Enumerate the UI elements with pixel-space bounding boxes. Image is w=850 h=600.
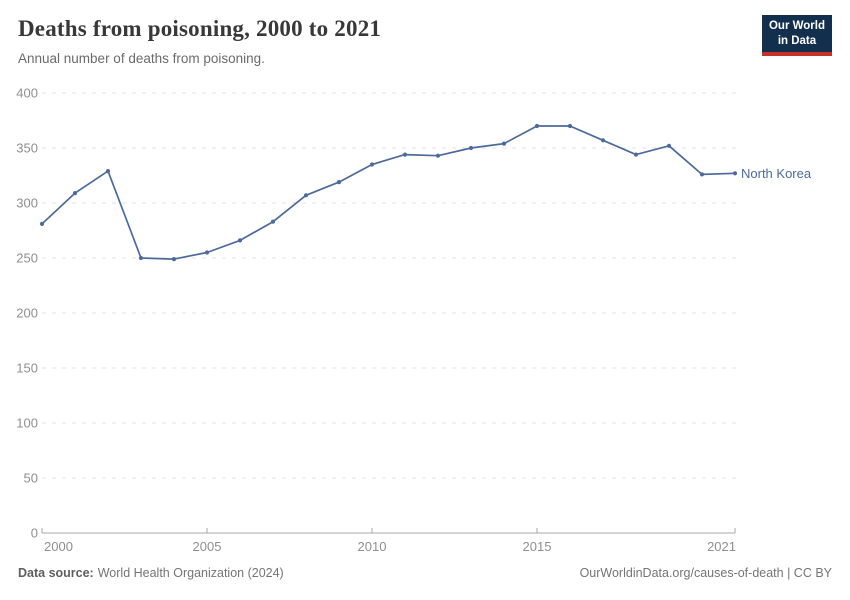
x-axis-label: 2005 (193, 539, 222, 554)
data-point-2003 (138, 255, 144, 261)
y-axis-label: 200 (16, 306, 38, 321)
data-point-2005 (204, 250, 210, 255)
y-axis-label: 50 (24, 471, 38, 486)
x-axis-label: 2021 (707, 539, 736, 554)
y-axis-label: 150 (16, 361, 38, 376)
y-axis-label: 250 (16, 251, 38, 266)
data-point-2018 (633, 152, 639, 157)
data-point-2002 (105, 169, 111, 174)
data-point-2000 (39, 221, 45, 226)
chart-footer: Data source: World Health Organization (2… (18, 566, 832, 580)
data-point-2012 (435, 153, 441, 158)
y-axis-label: 300 (16, 196, 38, 211)
logo-line2: in Data (777, 34, 817, 47)
owid-logo: Our World in Data (761, 15, 832, 57)
data-point-2014 (501, 141, 507, 146)
data-point-2020 (699, 172, 705, 177)
data-point-2013 (468, 145, 474, 151)
y-axis-label: 400 (16, 86, 38, 101)
data-source: Data source: World Health Organization (2… (18, 566, 284, 580)
x-axis-label: 2010 (358, 539, 387, 554)
data-point-2004 (171, 257, 177, 262)
data-point-2010 (369, 162, 375, 167)
data-source-text: World Health Organization (2024) (97, 566, 284, 580)
x-axis-label: 2000 (44, 539, 73, 554)
data-point-2007 (270, 219, 276, 224)
data-point-2016 (567, 123, 573, 129)
data-point-2001 (72, 191, 78, 196)
owid-license-link[interactable]: OurWorldinData.org/causes-of-death | CC … (579, 566, 832, 580)
y-axis-label: 100 (16, 416, 38, 431)
series-line-north-korea (41, 125, 736, 260)
series-label: North Korea (741, 166, 812, 181)
data-point-2019 (666, 143, 672, 148)
data-point-2015 (534, 123, 540, 129)
data-point-2009 (336, 180, 342, 185)
chart-title: Deaths from poisoning, 2000 to 2021 (18, 16, 382, 41)
data-source-label: Data source: (18, 566, 94, 580)
y-axis-label: 350 (16, 141, 38, 156)
y-axis-label: 0 (31, 526, 38, 541)
x-axis-label: 2015 (523, 539, 552, 554)
data-point-2006 (237, 238, 243, 243)
data-point-2021 (732, 171, 738, 176)
chart-subtitle: Annual number of deaths from poisoning. (18, 51, 265, 66)
logo-line1: Our World (768, 20, 825, 32)
data-point-2017 (600, 138, 606, 143)
data-point-2008 (303, 193, 309, 198)
data-point-2011 (402, 152, 408, 157)
